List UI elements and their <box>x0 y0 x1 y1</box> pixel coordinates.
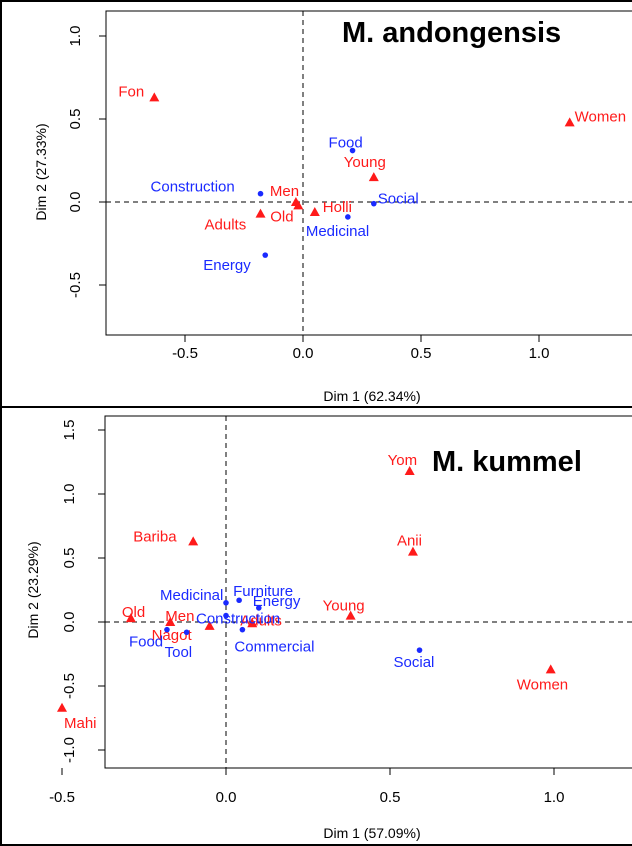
point-marker-men <box>165 617 176 626</box>
x-axis-label: Dim 1 (62.34%) <box>323 388 420 404</box>
point-marker-fon <box>149 92 160 102</box>
x-tick-label: 0.0 <box>216 789 237 806</box>
axis-ticks: -0.5 0.0 0.5 1.0 -0.5 0.0 0.5 1.0 <box>67 26 549 362</box>
point-marker-anii <box>407 546 418 556</box>
point-marker-tool <box>183 629 190 636</box>
point-marker-commercial <box>239 626 246 633</box>
point-label-old: Old <box>122 604 145 621</box>
plot-area-frame <box>105 10 632 336</box>
point-label-food: Food <box>329 135 363 152</box>
point-label-bariba: Bariba <box>133 528 177 545</box>
point-label-yom: Yom <box>388 452 417 469</box>
point-label-medicinal: Medicinal <box>306 223 369 240</box>
point-label-nagot: Nagot <box>152 627 193 644</box>
point-label-medicinal: Medicinal <box>160 587 223 604</box>
point-marker-furniture <box>236 597 242 604</box>
point-marker-adults <box>255 208 266 218</box>
point-label-holli: Holli <box>323 199 352 216</box>
point-label-food: Food <box>129 634 163 651</box>
point-label-young: Young <box>344 154 386 171</box>
point-marker-holli <box>309 206 320 216</box>
y-axis-label: Dim 2 (23.29%) <box>25 541 41 638</box>
point-label-adults: Adults <box>240 612 282 629</box>
y-tick-label: 1.5 <box>61 420 78 441</box>
data-points: Fon Women Young Men Holli Old Adults Food Constr… <box>118 83 626 274</box>
y-tick-label: -0.5 <box>61 673 78 699</box>
point-marker-young <box>345 610 356 620</box>
point-label-construction: Construction <box>151 179 235 196</box>
point-label-men: Men <box>270 183 299 200</box>
point-label-old: Old <box>270 208 293 225</box>
y-axis-label: Dim 2 (27.33%) <box>33 123 49 220</box>
point-marker-social <box>371 200 377 207</box>
point-label-women: Women <box>517 676 568 693</box>
point-label-tool: Tool <box>165 644 193 661</box>
point-label-construction: Construction <box>196 611 280 628</box>
point-marker-social <box>416 647 423 653</box>
point-marker-energy <box>262 252 269 258</box>
y-tick-label: 1.0 <box>61 484 78 505</box>
y-tick-label: 0.0 <box>67 192 84 213</box>
x-axis-label: Dim 1 (57.09%) <box>323 825 420 841</box>
data-points: Yom Bariba Anii Young Old Men Adults Nagot Women… <box>57 452 568 732</box>
plot-panel-m-kummel: M. kummel Dim 1 (57.09%) Dim 2 (23.29%) … <box>25 415 632 841</box>
y-tick-label: 0.5 <box>61 548 78 569</box>
point-label-mahi: Mahi <box>64 715 97 732</box>
point-marker-medicinal <box>223 600 229 606</box>
point-marker-old <box>125 613 136 623</box>
point-label-social: Social <box>378 191 419 208</box>
point-marker-adults <box>247 618 258 628</box>
point-marker-women <box>564 117 575 127</box>
point-label-energy: Energy <box>253 593 301 610</box>
point-label-adults: Adults <box>205 217 247 234</box>
chart-title: M. andongensis <box>342 17 561 49</box>
x-tick-label: 1.0 <box>529 345 550 362</box>
point-marker-bariba <box>188 536 199 546</box>
point-label-social: Social <box>394 654 435 671</box>
point-label-anii: Anii <box>397 533 422 550</box>
y-tick-label: -0.5 <box>67 272 84 298</box>
point-marker-energy <box>255 605 262 611</box>
point-label-energy: Energy <box>203 257 251 274</box>
x-tick-label: 1.0 <box>544 789 565 806</box>
point-marker-medicinal <box>345 214 351 220</box>
point-label-young: Young <box>323 598 365 615</box>
point-label-fon: Fon <box>118 83 144 100</box>
plot-panel-m-andongensis: M. andongensis Dim 1 (62.34%) Dim 2 (27.… <box>33 10 632 404</box>
point-marker-construction <box>257 190 264 197</box>
y-tick-label: -1.0 <box>61 737 78 763</box>
chart-title: M. kummel <box>432 446 582 478</box>
axis-ticks: -0.50.00.51.01.52.0-1.0-0.50.00.51.01.5 <box>49 420 565 806</box>
x-tick-label: -0.5 <box>49 789 75 806</box>
point-marker-yom <box>404 465 415 475</box>
panel-bottom-frame <box>0 406 632 846</box>
y-tick-label: 0.5 <box>67 109 84 130</box>
point-label-commercial: Commercial <box>234 639 314 656</box>
plot-area-frame <box>104 415 632 769</box>
point-marker-women <box>545 664 556 674</box>
point-marker-food <box>349 147 356 154</box>
point-marker-nagot <box>204 620 215 630</box>
point-marker-mahi <box>57 702 67 712</box>
point-marker-old <box>293 200 304 210</box>
point-label-furniture: Furniture <box>233 583 293 600</box>
point-label-women: Women <box>575 108 626 125</box>
y-tick-label: 0.0 <box>61 612 78 633</box>
x-tick-label: 0.0 <box>293 345 314 362</box>
point-label-men: Men <box>165 608 194 625</box>
x-tick-label: 0.5 <box>411 345 432 362</box>
point-marker-food <box>164 626 170 633</box>
y-tick-label: 1.0 <box>67 26 84 47</box>
point-marker-young <box>368 172 379 182</box>
x-tick-label: 0.5 <box>380 789 401 806</box>
point-marker-construction <box>223 612 229 619</box>
x-tick-label: -0.5 <box>172 345 198 362</box>
